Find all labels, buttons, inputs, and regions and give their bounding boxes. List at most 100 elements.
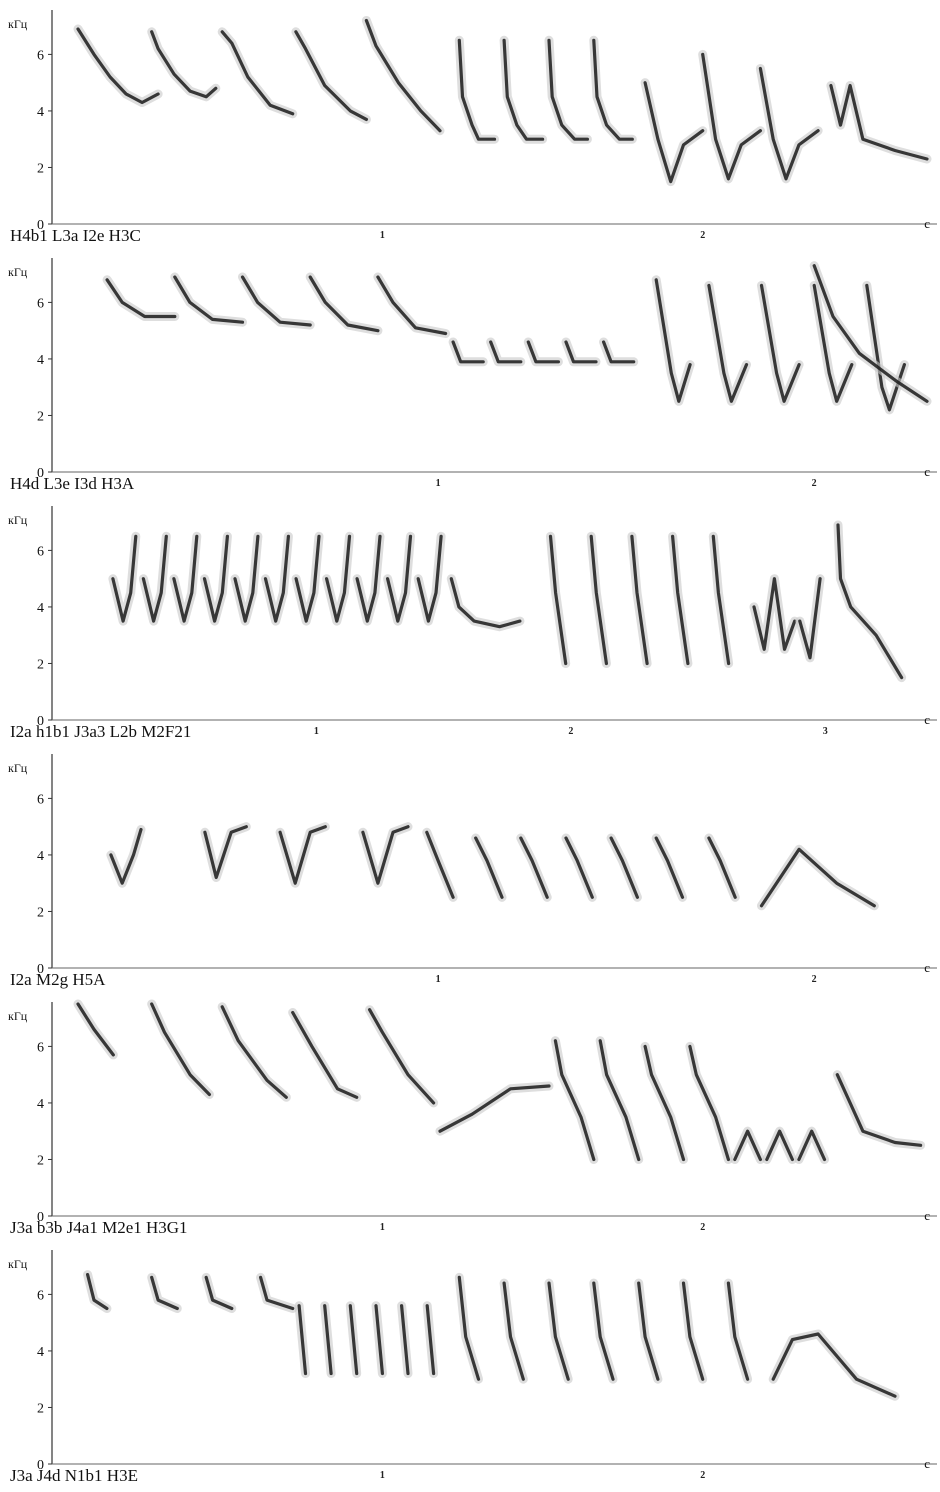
sonogram-plot: кГц 0 2 4 6 1 2 с (8, 258, 937, 489)
syllable-trace (592, 1281, 615, 1381)
syllable-trace (758, 66, 820, 181)
syllable-halo (862, 280, 909, 415)
y-axis-unit: кГц (8, 761, 28, 775)
syllable-trace (547, 1281, 570, 1381)
sonogram-panel: кГц 0 2 4 6 1 2 с I2a M2g H5A (0, 744, 940, 992)
sonogram-panel: кГц 0 2 4 6 1 2 с H4b1 L3a I2e H3C (0, 0, 940, 248)
syllable-trace (637, 1281, 660, 1381)
syllable-halo (73, 24, 163, 107)
syllable-trace (765, 1129, 795, 1162)
syllable-halo (291, 27, 371, 124)
y-tick-label: 6 (37, 792, 44, 807)
sonogram-panel: кГц 0 2 4 6 1 2 с H4d L3e I3d H3A (0, 248, 940, 496)
syllable-trace (797, 1129, 827, 1162)
syllable-trace (400, 1304, 410, 1376)
syllable-trace (203, 825, 248, 880)
syllable-trace (449, 577, 522, 629)
y-tick-label: 4 (37, 105, 44, 120)
syllable-trace (609, 836, 640, 899)
syllable-trace (835, 1073, 923, 1147)
syllable-trace (707, 836, 737, 899)
syllable-halo (826, 81, 932, 164)
syllable-trace (548, 534, 568, 666)
y-axis-unit: кГц (8, 17, 28, 31)
x-tick-label: 1 (380, 230, 385, 241)
syllable-trace (76, 1002, 115, 1057)
x-tick-label: 2 (700, 230, 705, 241)
syllable-trace (308, 275, 380, 333)
syllable-trace (374, 1304, 384, 1376)
syllable-trace (172, 534, 199, 623)
syllable-halo (499, 35, 548, 144)
y-tick-label: 6 (37, 48, 44, 63)
syllable-trace (364, 18, 442, 133)
syllable-trace (233, 534, 260, 623)
syllable-trace (733, 1129, 763, 1162)
syllable-trace (643, 81, 705, 184)
syllable-trace (457, 38, 497, 141)
syllable-trace (348, 1304, 359, 1376)
syllable-trace (111, 534, 138, 623)
syllable-halo (730, 1126, 765, 1164)
syllable-trace (670, 534, 690, 666)
x-tick-label: 1 (380, 1470, 385, 1481)
song-formula-caption: J3a b3b J4a1 M2e1 H3G1 (10, 1218, 188, 1237)
syllable-trace (259, 1275, 295, 1311)
syllable-trace (598, 1039, 641, 1162)
syllable-halo (454, 35, 499, 144)
syllable-halo (762, 1126, 797, 1164)
syllable-halo (640, 78, 708, 187)
y-tick-label: 2 (37, 1401, 44, 1416)
song-formula-caption: I2a h1b1 J3a3 L2b M2F21 (10, 722, 192, 741)
syllable-trace (759, 283, 801, 403)
syllable-trace (630, 534, 649, 666)
x-tick-label: 2 (700, 1222, 705, 1233)
syllable-halo (435, 1081, 554, 1136)
x-axis-unit: с (924, 464, 930, 479)
syllable-trace (759, 847, 876, 908)
syllable-trace (643, 1044, 686, 1162)
y-tick-label: 2 (37, 161, 44, 176)
y-tick-label: 0 (37, 1210, 44, 1225)
syllable-trace (451, 340, 485, 364)
x-tick-label: 2 (812, 478, 817, 489)
syllable-trace (291, 1010, 359, 1099)
syllable-trace (726, 1281, 750, 1381)
y-tick-label: 2 (37, 905, 44, 920)
syllable-trace (771, 1332, 897, 1398)
y-tick-label: 2 (37, 1153, 44, 1168)
x-tick-label: 2 (812, 974, 817, 985)
x-axis-unit: с (924, 960, 930, 975)
x-axis-unit: с (924, 1456, 930, 1471)
syllable-trace (150, 1275, 179, 1311)
syllable-halo (544, 35, 592, 144)
syllable-trace (519, 836, 549, 899)
syllable-trace (85, 1272, 109, 1311)
y-tick-label: 0 (37, 962, 44, 977)
syllable-halo (794, 1126, 829, 1164)
y-tick-label: 4 (37, 353, 44, 368)
syllable-halo (589, 35, 637, 144)
y-tick-label: 6 (37, 544, 44, 559)
syllable-trace (355, 534, 382, 623)
y-tick-label: 4 (37, 1345, 44, 1360)
y-tick-label: 0 (37, 1458, 44, 1473)
y-axis-unit: кГц (8, 1009, 28, 1023)
syllable-trace (829, 83, 929, 161)
syllable-halo (288, 1008, 362, 1102)
syllable-trace (798, 577, 822, 660)
syllable-trace (361, 825, 410, 885)
song-formula-caption: H4d L3e I3d H3A (10, 474, 135, 493)
syllable-trace (76, 27, 160, 105)
sonogram-panel: кГц 0 2 4 6 1 2 с J3a J4d N1b1 H3E (0, 1240, 940, 1488)
song-formula-caption: H4b1 L3a I2e H3C (10, 226, 141, 245)
syllable-trace (323, 1304, 333, 1376)
syllable-trace (376, 275, 448, 336)
sonogram-plot: кГц 0 2 4 6 1 2 с (8, 10, 937, 241)
syllable-halo (446, 574, 525, 632)
y-tick-label: 4 (37, 849, 44, 864)
syllable-trace (688, 1044, 731, 1162)
y-tick-label: 6 (37, 296, 44, 311)
syllable-trace (294, 534, 321, 623)
